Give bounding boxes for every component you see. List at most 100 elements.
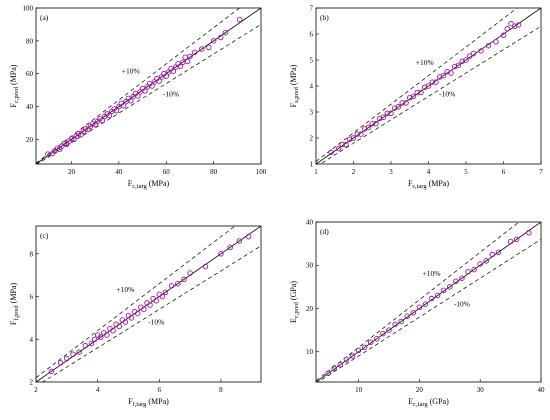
upper-band-label: +10% xyxy=(116,285,134,294)
x-tick-label: 1 xyxy=(314,168,318,176)
data-point xyxy=(331,365,337,371)
data-point xyxy=(162,289,169,295)
data-points xyxy=(328,20,522,156)
upper-band-line xyxy=(36,8,241,164)
data-point xyxy=(470,50,477,57)
data-point xyxy=(90,121,96,127)
data-point xyxy=(110,327,116,334)
identity-line xyxy=(316,8,541,164)
y-tick-label: 20 xyxy=(26,136,34,144)
data-point xyxy=(467,53,473,59)
data-point xyxy=(349,353,356,359)
reference-lines xyxy=(316,8,541,164)
x-tick-label: 2 xyxy=(34,386,38,394)
y-tick-label: 1 xyxy=(310,161,314,169)
panel-label: (a) xyxy=(40,13,49,22)
data-point xyxy=(91,336,98,343)
upper-band-line xyxy=(316,8,518,162)
data-point xyxy=(347,136,353,143)
y-tick-label: 4 xyxy=(30,336,34,344)
data-point xyxy=(175,280,181,287)
data-point xyxy=(429,79,436,85)
data-point xyxy=(388,110,394,117)
data-point xyxy=(380,330,386,337)
data-point xyxy=(463,57,469,63)
data-point xyxy=(477,261,483,267)
data-point xyxy=(75,130,82,137)
data-point xyxy=(99,117,106,124)
data-point xyxy=(414,89,421,96)
data-point xyxy=(418,89,424,96)
x-tick-label: 20 xyxy=(68,168,76,176)
y-axis-label: Ec,pred (GPa) xyxy=(289,281,300,323)
x-tick-label: 60 xyxy=(163,168,171,176)
data-point xyxy=(507,238,514,245)
data-point xyxy=(202,263,209,270)
data-point xyxy=(142,88,148,94)
data-point xyxy=(440,72,447,79)
data-point xyxy=(354,131,361,137)
data-point xyxy=(495,249,502,256)
data-point xyxy=(187,53,193,60)
data-point xyxy=(149,83,155,89)
data-point xyxy=(500,32,507,39)
data-point xyxy=(82,125,89,132)
data-point xyxy=(410,93,417,100)
data-point xyxy=(399,100,406,106)
data-point xyxy=(386,327,392,333)
x-axis-label: Fs,targ (MPa) xyxy=(408,179,449,190)
lower-band-line xyxy=(42,245,261,382)
data-point xyxy=(422,301,429,307)
data-point xyxy=(245,233,252,240)
x-tick-label: 5 xyxy=(464,168,468,176)
x-tick-label: 6 xyxy=(502,168,506,176)
data-point xyxy=(358,131,364,137)
y-tick-label: 6 xyxy=(310,31,314,39)
upper-band-label: +10% xyxy=(423,269,441,278)
lower-band-label: -10% xyxy=(163,90,179,99)
data-point xyxy=(455,62,462,68)
data-point xyxy=(489,251,496,258)
y-tick-label: 5 xyxy=(310,57,314,65)
chart-panel-4: 10 20 30 40 10 20 30 40 (d) +10% -10% Ec,targ (GPa)… xyxy=(289,219,545,409)
data-point xyxy=(343,141,349,148)
data-point xyxy=(483,258,490,264)
data-point xyxy=(170,68,177,74)
panel-label: (c) xyxy=(40,231,49,240)
data-point xyxy=(159,293,166,300)
data-point xyxy=(177,63,184,70)
lower-band-label: -10% xyxy=(439,89,455,98)
data-point xyxy=(410,310,417,316)
lower-band-label: -10% xyxy=(454,299,470,308)
x-axis-label: Ff,targ (MPa) xyxy=(128,397,169,408)
data-point xyxy=(70,351,76,357)
chart-panel-1: 20 40 60 80 100 20 40 60 80 100 (a) +10% -10% Fc,targ… xyxy=(9,5,267,191)
y-tick-label: 8 xyxy=(30,250,34,258)
data-point xyxy=(68,135,75,142)
upper-band-label: +10% xyxy=(122,67,140,76)
data-point xyxy=(82,342,89,349)
data-point xyxy=(380,114,387,120)
data-points xyxy=(48,233,252,375)
data-point xyxy=(508,20,514,27)
reference-lines xyxy=(316,222,541,382)
x-tick-label: 40 xyxy=(115,168,123,176)
x-tick-label: 2 xyxy=(352,168,356,176)
data-point xyxy=(134,310,141,317)
y-tick-label: 6 xyxy=(30,293,34,301)
data-point xyxy=(440,287,447,294)
y-tick-label: 7 xyxy=(310,5,314,13)
y-axis-label: Ff,pred (MPa) xyxy=(9,283,20,326)
data-point xyxy=(61,140,68,147)
data-point xyxy=(116,323,122,330)
data-point xyxy=(434,292,441,299)
data-point xyxy=(191,49,198,56)
upper-band-line xyxy=(316,222,520,381)
data-point xyxy=(513,236,520,243)
upper-band-label: +10% xyxy=(416,58,434,67)
data-point xyxy=(54,145,61,152)
data-point xyxy=(471,266,477,273)
data-point xyxy=(128,315,135,321)
data-point xyxy=(236,16,243,23)
data-point xyxy=(453,278,459,284)
